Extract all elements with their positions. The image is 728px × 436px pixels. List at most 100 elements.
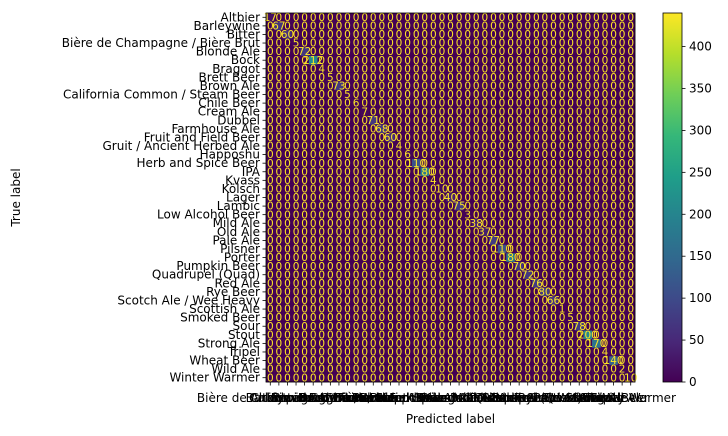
cell-annotation: 0 xyxy=(627,98,634,110)
matrix-cell xyxy=(540,21,550,31)
matrix-cell xyxy=(291,133,301,143)
cell-annotation: 0 xyxy=(361,132,368,144)
cell-annotation: 0 xyxy=(379,141,386,153)
matrix-cell xyxy=(368,141,378,151)
cell-annotation: 0 xyxy=(542,235,549,247)
cell-annotation: 0 xyxy=(267,372,274,384)
cell-annotation: 0 xyxy=(516,201,523,213)
cell-annotation: 0 xyxy=(301,278,308,290)
cell-annotation: 0 xyxy=(447,209,454,221)
cell-annotation: 0 xyxy=(464,132,471,144)
cell-annotation: 0 xyxy=(336,347,343,359)
cell-annotation: 0 xyxy=(413,132,420,144)
matrix-cell xyxy=(617,158,627,168)
matrix-cell xyxy=(574,184,584,194)
cell-annotation: 0 xyxy=(516,338,523,350)
cell-annotation: 0 xyxy=(542,141,549,153)
matrix-cell xyxy=(617,81,627,91)
cell-annotation: 0 xyxy=(318,269,325,281)
matrix-cell xyxy=(471,330,481,340)
matrix-cell xyxy=(471,373,481,383)
matrix-cell xyxy=(480,64,490,74)
matrix-cell xyxy=(283,81,293,91)
matrix-cell xyxy=(497,124,507,134)
matrix-cell xyxy=(429,167,438,177)
matrix-cell xyxy=(317,253,327,263)
cell-annotation: 0 xyxy=(610,295,617,307)
cell-annotation: 0 xyxy=(284,355,291,367)
matrix-cell xyxy=(266,201,275,211)
cell-annotation: 0 xyxy=(276,321,283,333)
cell-annotation: 0 xyxy=(310,244,317,256)
cell-annotation: 0 xyxy=(276,175,283,187)
matrix-cell xyxy=(360,115,370,125)
matrix-cell xyxy=(532,304,541,314)
cell-annotation: 0 xyxy=(550,244,557,256)
cell-annotation: 0 xyxy=(602,295,609,307)
matrix-cell xyxy=(446,150,456,160)
matrix-cell xyxy=(360,227,370,237)
matrix-cell xyxy=(326,218,335,228)
matrix-cell xyxy=(386,133,396,143)
matrix-cell xyxy=(334,244,344,254)
matrix-cell xyxy=(583,107,593,117)
matrix-cell xyxy=(454,287,464,297)
matrix-cell xyxy=(609,218,619,228)
cell-annotation: 0 xyxy=(353,209,360,221)
cell-annotation: 0 xyxy=(593,252,600,264)
matrix-cell xyxy=(334,304,344,314)
matrix-cell xyxy=(283,364,293,374)
cell-annotation: 0 xyxy=(473,347,480,359)
matrix-cell xyxy=(480,81,490,91)
cell-annotation: 0 xyxy=(276,141,283,153)
cell-annotation: 0 xyxy=(576,55,583,67)
matrix-cell xyxy=(386,339,396,348)
matrix-cell xyxy=(437,227,447,237)
colorbar-tick-label: 100 xyxy=(689,291,712,305)
cell-annotation: 0 xyxy=(430,252,437,264)
cell-annotation: 0 xyxy=(584,132,591,144)
cell-annotation: 0 xyxy=(276,106,283,118)
matrix-cell xyxy=(343,304,353,314)
matrix-cell xyxy=(514,55,524,65)
cell-annotation: 0 xyxy=(584,201,591,213)
matrix-cell xyxy=(266,218,275,228)
cell-annotation: 0 xyxy=(301,329,308,341)
cell-annotation: 0 xyxy=(507,175,514,187)
matrix-cell xyxy=(291,150,301,160)
matrix-cell xyxy=(317,356,327,366)
matrix-cell xyxy=(583,313,593,323)
cell-annotation: 0 xyxy=(619,355,626,367)
cell-annotation: 0 xyxy=(490,20,497,32)
matrix-cell xyxy=(463,133,473,143)
cell-annotation: 0 xyxy=(593,115,600,127)
matrix-cell xyxy=(360,184,370,194)
matrix-cell xyxy=(308,13,318,22)
cell-annotation: 0 xyxy=(627,192,634,204)
matrix-cell xyxy=(420,279,430,288)
matrix-cell xyxy=(274,47,284,57)
cell-annotation: 0 xyxy=(430,89,437,101)
matrix-cell xyxy=(266,364,275,374)
matrix-cell xyxy=(463,210,473,220)
cell-annotation: 0 xyxy=(284,12,291,24)
cell-annotation: 0 xyxy=(533,329,540,341)
matrix-cell xyxy=(497,304,507,314)
matrix-cell xyxy=(394,184,404,194)
cell-annotation: 0 xyxy=(430,347,437,359)
cell-annotation: 0 xyxy=(619,166,626,178)
matrix-cell xyxy=(403,176,413,185)
cell-annotation: 0 xyxy=(439,329,446,341)
matrix-cell xyxy=(523,141,533,151)
matrix-cell xyxy=(600,150,610,160)
matrix-cell xyxy=(532,296,541,306)
cell-annotation: 0 xyxy=(550,252,557,264)
cell-annotation: 0 xyxy=(542,38,549,50)
matrix-cell xyxy=(351,287,361,297)
cell-annotation: 0 xyxy=(404,304,411,316)
matrix-cell xyxy=(566,133,576,143)
cell-annotation: 0 xyxy=(379,252,386,264)
matrix-cell xyxy=(463,21,473,31)
matrix-cell xyxy=(317,330,327,340)
matrix-cell xyxy=(377,313,387,323)
